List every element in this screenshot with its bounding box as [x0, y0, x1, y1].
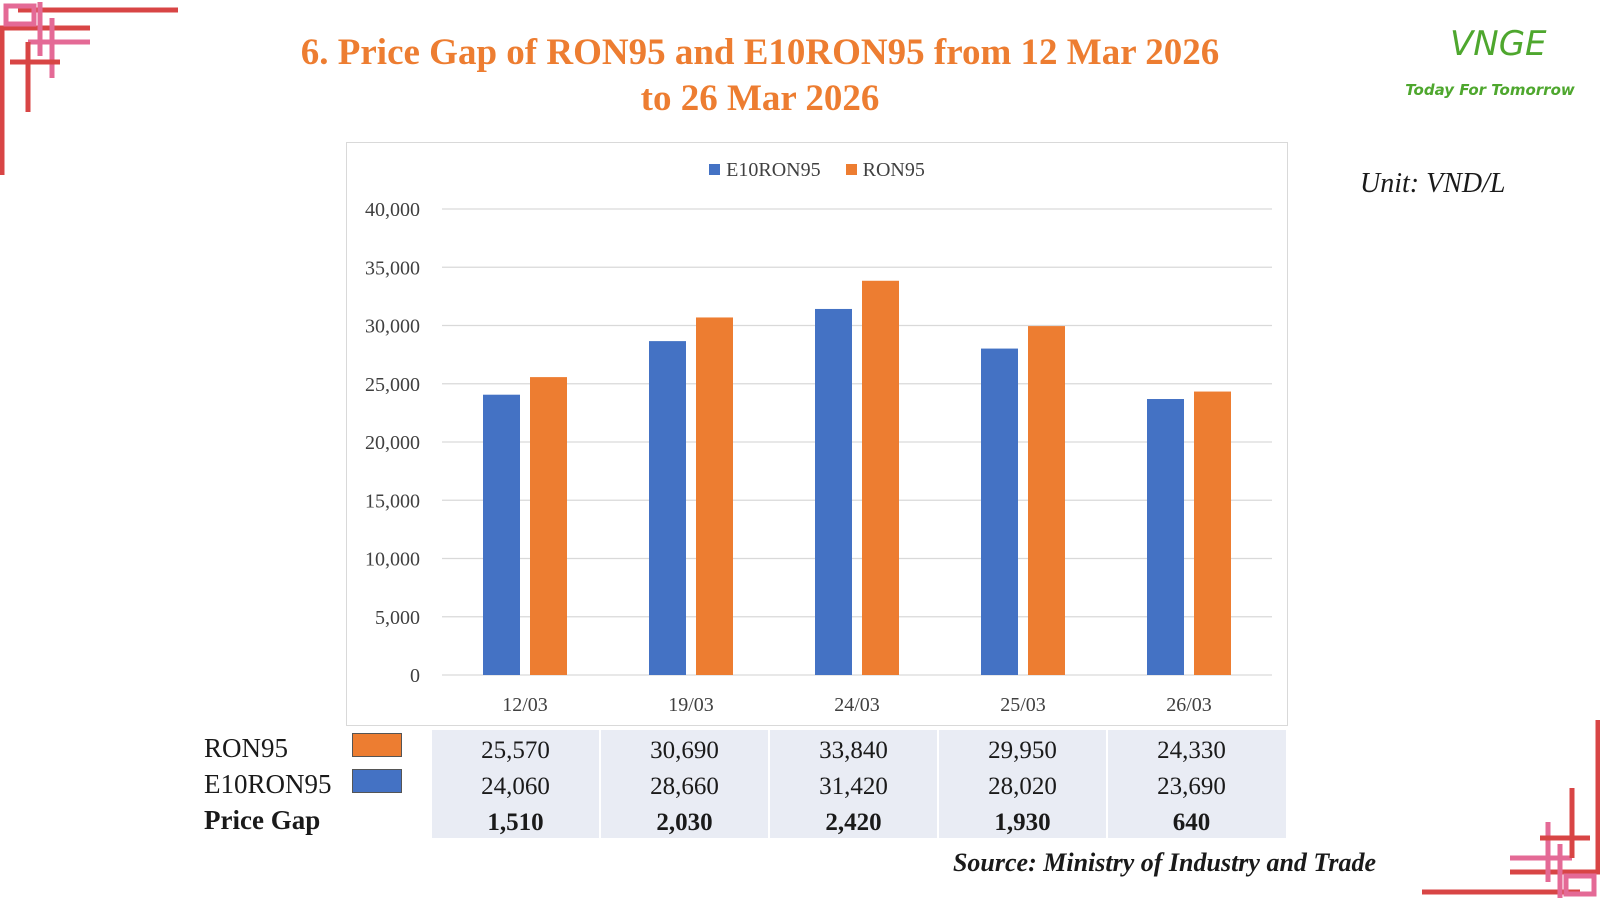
table-cell: 29,950	[937, 730, 1106, 766]
legend-swatch-e10ron95	[709, 164, 721, 175]
table-cell: 1,930	[937, 802, 1106, 838]
legend-swatch-ron95	[845, 164, 857, 175]
legend-item-e10ron95: E10RON95	[709, 159, 821, 182]
table-cell: 640	[1106, 802, 1275, 838]
table-cell: 28,660	[599, 766, 768, 802]
legend-item-ron95: RON95	[845, 159, 925, 182]
y-tick-label: 0	[410, 665, 420, 687]
table-cell: 2,030	[599, 802, 768, 838]
y-tick-label: 20,000	[365, 432, 420, 454]
logo-tagline: Today For Tomorrow	[1405, 81, 1575, 99]
title-line-1: 6. Price Gap of RON95 and E10RON95 from …	[300, 32, 1220, 73]
vnge-logo: VNGE Today For Tomorrow	[1405, 18, 1595, 108]
y-tick-label: 35,000	[365, 257, 420, 279]
data-table: RON95 25,570 30,690 33,840 29,950 24,330…	[202, 730, 1286, 838]
table-row-ron95: RON95 25,570 30,690 33,840 29,950 24,330	[202, 730, 1286, 766]
bar-ron95	[1028, 326, 1065, 675]
bar-ron95	[530, 377, 567, 675]
table-cell: 24,060	[430, 766, 599, 802]
title-line-2: to 26 Mar 2026	[640, 78, 880, 119]
table-cell: 23,690	[1106, 766, 1275, 802]
bar-e10ron95	[649, 341, 686, 675]
bar-e10ron95	[981, 348, 1018, 675]
corner-ornament-bottom-right	[1422, 720, 1600, 898]
table-cell: 25,570	[430, 730, 599, 766]
x-tick-label: 26/03	[1166, 694, 1212, 716]
unit-label: Unit: VND/L	[1360, 168, 1506, 199]
y-tick-label: 15,000	[365, 490, 420, 512]
table-row-price-gap: Price Gap 1,510 2,030 2,420 1,930 640	[202, 802, 1286, 838]
row-label-e10ron95: E10RON95	[202, 766, 430, 802]
table-cell: 24,330	[1106, 730, 1275, 766]
row-label-text: Price Gap	[204, 805, 321, 835]
legend-label-ron95: RON95	[862, 159, 925, 181]
logo-mark: VNGE	[1450, 24, 1547, 64]
bar-e10ron95	[483, 394, 520, 675]
bar-ron95	[862, 280, 899, 675]
table-cell: 1,510	[430, 802, 599, 838]
bar-ron95	[696, 317, 733, 675]
row-swatch-e10ron95	[352, 769, 402, 793]
x-tick-label: 24/03	[834, 694, 880, 716]
y-tick-label: 25,000	[365, 374, 420, 396]
row-label-text: E10RON95	[204, 769, 332, 799]
bar-chart: E10RON95 RON95 0 5,000 10,000 15,000 20,000 2…	[346, 142, 1288, 726]
page-title: 6. Price Gap of RON95 and E10RON95 from …	[240, 30, 1280, 122]
chart-plot: 0 5,000 10,000 15,000 20,000 25,000 30,000 35,0…	[365, 199, 1272, 716]
y-tick-label: 40,000	[365, 199, 420, 221]
bar-ron95	[1194, 391, 1231, 675]
table-cell: 31,420	[768, 766, 937, 802]
source-note: Source: Ministry of Industry and Trade	[952, 848, 1376, 877]
row-label-text: RON95	[204, 733, 289, 763]
table-cell: 2,420	[768, 802, 937, 838]
bar-e10ron95	[815, 308, 852, 675]
chart-legend: E10RON95 RON95	[347, 159, 1287, 182]
y-tick-label: 30,000	[365, 316, 420, 338]
table-cell: 30,690	[599, 730, 768, 766]
x-tick-label: 12/03	[502, 694, 548, 716]
row-swatch-ron95	[352, 733, 402, 757]
table-cell: 28,020	[937, 766, 1106, 802]
table-row-e10ron95: E10RON95 24,060 28,660 31,420 28,020 23,…	[202, 766, 1286, 802]
y-tick-label: 10,000	[365, 549, 420, 571]
x-tick-label: 19/03	[668, 694, 714, 716]
y-tick-label: 5,000	[375, 607, 420, 629]
bar-e10ron95	[1147, 399, 1184, 675]
x-tick-label: 25/03	[1000, 694, 1046, 716]
corner-ornament-top-left	[0, 2, 178, 175]
row-label-ron95: RON95	[202, 730, 430, 766]
table-cell: 33,840	[768, 730, 937, 766]
legend-label-e10ron95: E10RON95	[726, 159, 821, 181]
row-label-price-gap: Price Gap	[202, 802, 430, 838]
